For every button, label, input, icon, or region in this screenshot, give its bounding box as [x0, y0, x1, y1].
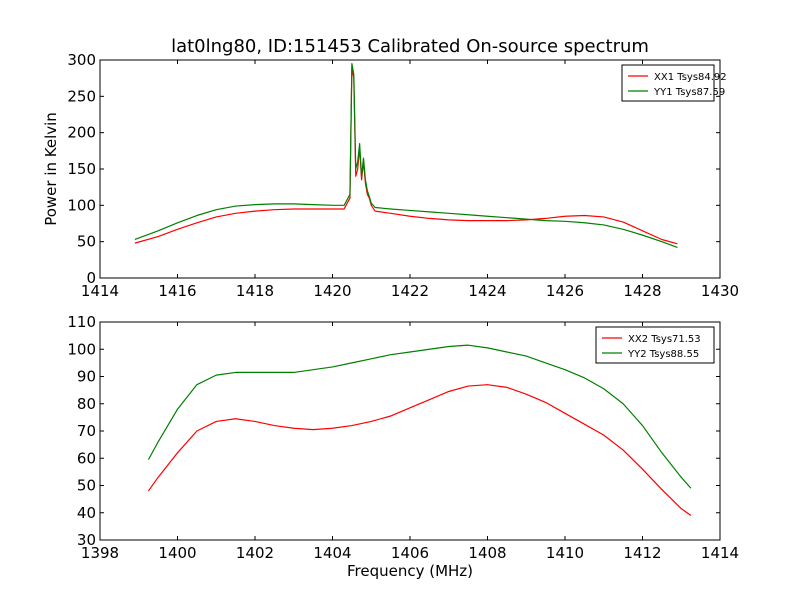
- y-tick-label: 150: [67, 160, 96, 178]
- y-tick-label: 300: [67, 51, 96, 69]
- x-tick-label: 1402: [236, 544, 274, 562]
- y-tick-label: 50: [77, 233, 96, 251]
- y-tick-label: 110: [67, 313, 96, 331]
- x-tick-label: 1420: [313, 282, 351, 300]
- bottom-plot: 1398 1400 1402 1404 1406 1408 1410 1412 1414 30 40…: [67, 313, 739, 580]
- series-line-xx2: [147, 384, 692, 516]
- series-line-yy2: [147, 344, 692, 489]
- legend-box: [621, 64, 715, 102]
- x-tick-label: 1416: [158, 282, 196, 300]
- y-tick-label: 90: [77, 368, 96, 386]
- x-tick-label: 1426: [546, 282, 584, 300]
- x-tick-label: 1430: [701, 282, 739, 300]
- legend-entry: YY1 Tsys87.59: [653, 87, 725, 98]
- x-tick-label: 1412: [623, 544, 661, 562]
- y-tick-label: 100: [67, 340, 96, 358]
- x-tick-label: 1428: [623, 282, 661, 300]
- legend: XX2 Tsys71.53 YY2 Tsys88.55: [595, 326, 715, 364]
- legend-entry: XX1 Tsys84.92: [654, 72, 727, 83]
- legend-entry: XX2 Tsys71.53: [628, 334, 701, 345]
- x-tick-label: 1422: [391, 282, 429, 300]
- legend: XX1 Tsys84.92 YY1 Tsys87.59: [621, 64, 727, 102]
- y-tick-label: 60: [77, 449, 96, 467]
- x-tick-label: 1408: [468, 544, 506, 562]
- x-tick-label: 1414: [81, 282, 119, 300]
- y-tick-label: 200: [67, 124, 96, 142]
- y-tick-label: 70: [77, 422, 96, 440]
- y-tick-label: 0: [86, 269, 96, 287]
- x-tick-label: 1410: [546, 544, 584, 562]
- x-tick-label: 1406: [391, 544, 429, 562]
- x-tick-label: 1404: [313, 544, 351, 562]
- series-group: [147, 344, 692, 516]
- y-tick-label: 50: [77, 477, 96, 495]
- y-tick-label: 250: [67, 87, 96, 105]
- y-tick-label: 100: [67, 196, 96, 214]
- y-tick-label: 80: [77, 395, 96, 413]
- y-tick-label: 30: [77, 531, 96, 549]
- x-tick-label: 1398: [81, 544, 119, 562]
- y-tick-label: 40: [77, 504, 96, 522]
- top-plot: 1414 1416 1418 1420 1422 1424 1426 1428 1430 0 50 1…: [42, 36, 739, 300]
- series-group: [134, 63, 678, 249]
- x-tick-label: 1414: [701, 544, 739, 562]
- legend-box: [595, 326, 715, 364]
- chart-title: lat0lng80, ID:151453 Calibrated On-sourc…: [171, 36, 649, 57]
- legend-entry: YY2 Tsys88.55: [627, 349, 699, 360]
- x-tick-label: 1418: [236, 282, 274, 300]
- series-line-xx1: [134, 66, 678, 245]
- y-axis-label: Power in Kelvin: [42, 112, 60, 226]
- series-line-yy1: [134, 63, 678, 249]
- x-tick-label: 1400: [158, 544, 196, 562]
- x-axis-label: Frequency (MHz): [347, 562, 473, 580]
- x-tick-label: 1424: [468, 282, 506, 300]
